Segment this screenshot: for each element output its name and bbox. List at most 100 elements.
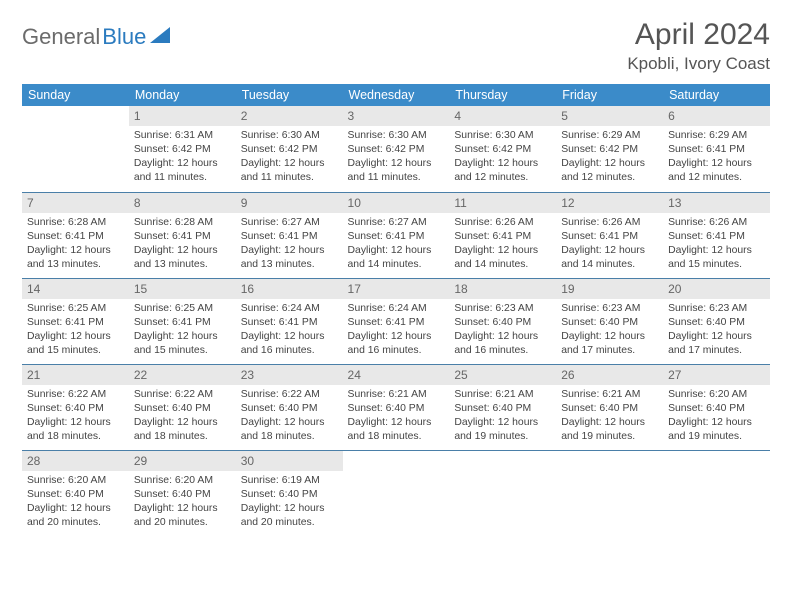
calendar-cell: 18Sunrise: 6:23 AMSunset: 6:40 PMDayligh… bbox=[449, 278, 556, 364]
day-number: 5 bbox=[556, 106, 663, 126]
calendar-cell: 13Sunrise: 6:26 AMSunset: 6:41 PMDayligh… bbox=[663, 192, 770, 278]
calendar-row: 14Sunrise: 6:25 AMSunset: 6:41 PMDayligh… bbox=[22, 278, 770, 364]
sunset-line: Sunset: 6:41 PM bbox=[348, 316, 445, 330]
sunrise-line: Sunrise: 6:28 AM bbox=[27, 216, 124, 230]
day-body: Sunrise: 6:27 AMSunset: 6:41 PMDaylight:… bbox=[236, 213, 343, 276]
sunset-line: Sunset: 6:40 PM bbox=[134, 402, 231, 416]
calendar-row: 28Sunrise: 6:20 AMSunset: 6:40 PMDayligh… bbox=[22, 450, 770, 536]
sunrise-line: Sunrise: 6:19 AM bbox=[241, 474, 338, 488]
daylight-line-1: Daylight: 12 hours bbox=[668, 244, 765, 258]
day-body: Sunrise: 6:31 AMSunset: 6:42 PMDaylight:… bbox=[129, 126, 236, 189]
sunset-line: Sunset: 6:40 PM bbox=[668, 402, 765, 416]
day-number: 22 bbox=[129, 365, 236, 385]
daylight-line-2: and 14 minutes. bbox=[454, 258, 551, 272]
day-body: Sunrise: 6:21 AMSunset: 6:40 PMDaylight:… bbox=[449, 385, 556, 448]
calendar-cell: 25Sunrise: 6:21 AMSunset: 6:40 PMDayligh… bbox=[449, 364, 556, 450]
daylight-line-1: Daylight: 12 hours bbox=[454, 157, 551, 171]
sunrise-line: Sunrise: 6:30 AM bbox=[241, 129, 338, 143]
day-number: 23 bbox=[236, 365, 343, 385]
daylight-line-1: Daylight: 12 hours bbox=[348, 244, 445, 258]
day-number: 14 bbox=[22, 279, 129, 299]
sunrise-line: Sunrise: 6:26 AM bbox=[668, 216, 765, 230]
day-number: 11 bbox=[449, 193, 556, 213]
logo-blue: Blue bbox=[102, 24, 146, 50]
day-body: Sunrise: 6:23 AMSunset: 6:40 PMDaylight:… bbox=[663, 299, 770, 362]
sunset-line: Sunset: 6:40 PM bbox=[348, 402, 445, 416]
day-body: Sunrise: 6:22 AMSunset: 6:40 PMDaylight:… bbox=[129, 385, 236, 448]
location-label: Kpobli, Ivory Coast bbox=[627, 54, 770, 74]
daylight-line-2: and 18 minutes. bbox=[348, 430, 445, 444]
daylight-line-1: Daylight: 12 hours bbox=[27, 416, 124, 430]
calendar-cell: 12Sunrise: 6:26 AMSunset: 6:41 PMDayligh… bbox=[556, 192, 663, 278]
calendar-cell: 16Sunrise: 6:24 AMSunset: 6:41 PMDayligh… bbox=[236, 278, 343, 364]
daylight-line-2: and 17 minutes. bbox=[561, 344, 658, 358]
daylight-line-1: Daylight: 12 hours bbox=[241, 416, 338, 430]
sunrise-line: Sunrise: 6:23 AM bbox=[454, 302, 551, 316]
calendar-cell: 1Sunrise: 6:31 AMSunset: 6:42 PMDaylight… bbox=[129, 106, 236, 192]
col-monday: Monday bbox=[129, 84, 236, 106]
calendar-cell bbox=[663, 450, 770, 536]
daylight-line-2: and 12 minutes. bbox=[561, 171, 658, 185]
sunrise-line: Sunrise: 6:26 AM bbox=[561, 216, 658, 230]
daylight-line-2: and 15 minutes. bbox=[134, 344, 231, 358]
day-body: Sunrise: 6:21 AMSunset: 6:40 PMDaylight:… bbox=[343, 385, 450, 448]
day-body: Sunrise: 6:30 AMSunset: 6:42 PMDaylight:… bbox=[449, 126, 556, 189]
sunset-line: Sunset: 6:42 PM bbox=[241, 143, 338, 157]
daylight-line-1: Daylight: 12 hours bbox=[27, 244, 124, 258]
daylight-line-1: Daylight: 12 hours bbox=[241, 502, 338, 516]
page-title: April 2024 bbox=[627, 18, 770, 52]
daylight-line-2: and 17 minutes. bbox=[668, 344, 765, 358]
daylight-line-2: and 20 minutes. bbox=[241, 516, 338, 530]
calendar-cell: 4Sunrise: 6:30 AMSunset: 6:42 PMDaylight… bbox=[449, 106, 556, 192]
daylight-line-1: Daylight: 12 hours bbox=[27, 502, 124, 516]
day-body: Sunrise: 6:26 AMSunset: 6:41 PMDaylight:… bbox=[663, 213, 770, 276]
day-body: Sunrise: 6:20 AMSunset: 6:40 PMDaylight:… bbox=[663, 385, 770, 448]
calendar-cell: 28Sunrise: 6:20 AMSunset: 6:40 PMDayligh… bbox=[22, 450, 129, 536]
col-friday: Friday bbox=[556, 84, 663, 106]
daylight-line-2: and 16 minutes. bbox=[454, 344, 551, 358]
day-body: Sunrise: 6:27 AMSunset: 6:41 PMDaylight:… bbox=[343, 213, 450, 276]
daylight-line-1: Daylight: 12 hours bbox=[134, 502, 231, 516]
calendar-cell: 9Sunrise: 6:27 AMSunset: 6:41 PMDaylight… bbox=[236, 192, 343, 278]
daylight-line-2: and 14 minutes. bbox=[561, 258, 658, 272]
logo: GeneralBlue bbox=[22, 24, 170, 50]
day-body: Sunrise: 6:22 AMSunset: 6:40 PMDaylight:… bbox=[236, 385, 343, 448]
day-number: 24 bbox=[343, 365, 450, 385]
daylight-line-1: Daylight: 12 hours bbox=[27, 330, 124, 344]
calendar-cell: 11Sunrise: 6:26 AMSunset: 6:41 PMDayligh… bbox=[449, 192, 556, 278]
sunset-line: Sunset: 6:40 PM bbox=[27, 488, 124, 502]
daylight-line-1: Daylight: 12 hours bbox=[241, 244, 338, 258]
calendar-cell: 24Sunrise: 6:21 AMSunset: 6:40 PMDayligh… bbox=[343, 364, 450, 450]
daylight-line-1: Daylight: 12 hours bbox=[348, 416, 445, 430]
daylight-line-1: Daylight: 12 hours bbox=[348, 330, 445, 344]
calendar-cell: 22Sunrise: 6:22 AMSunset: 6:40 PMDayligh… bbox=[129, 364, 236, 450]
calendar-cell bbox=[556, 450, 663, 536]
day-body: Sunrise: 6:29 AMSunset: 6:41 PMDaylight:… bbox=[663, 126, 770, 189]
day-body: Sunrise: 6:20 AMSunset: 6:40 PMDaylight:… bbox=[129, 471, 236, 534]
page-header: GeneralBlue April 2024 Kpobli, Ivory Coa… bbox=[22, 18, 770, 74]
daylight-line-1: Daylight: 12 hours bbox=[241, 157, 338, 171]
day-number: 25 bbox=[449, 365, 556, 385]
daylight-line-2: and 13 minutes. bbox=[27, 258, 124, 272]
day-number: 21 bbox=[22, 365, 129, 385]
day-body: Sunrise: 6:28 AMSunset: 6:41 PMDaylight:… bbox=[129, 213, 236, 276]
day-number: 12 bbox=[556, 193, 663, 213]
logo-general: General bbox=[22, 24, 100, 50]
day-number: 13 bbox=[663, 193, 770, 213]
sunset-line: Sunset: 6:41 PM bbox=[134, 316, 231, 330]
daylight-line-1: Daylight: 12 hours bbox=[134, 416, 231, 430]
calendar-cell: 27Sunrise: 6:20 AMSunset: 6:40 PMDayligh… bbox=[663, 364, 770, 450]
day-body: Sunrise: 6:30 AMSunset: 6:42 PMDaylight:… bbox=[343, 126, 450, 189]
calendar-cell: 14Sunrise: 6:25 AMSunset: 6:41 PMDayligh… bbox=[22, 278, 129, 364]
daylight-line-2: and 11 minutes. bbox=[134, 171, 231, 185]
day-number: 3 bbox=[343, 106, 450, 126]
sunrise-line: Sunrise: 6:31 AM bbox=[134, 129, 231, 143]
daylight-line-2: and 20 minutes. bbox=[134, 516, 231, 530]
day-number: 16 bbox=[236, 279, 343, 299]
sunrise-line: Sunrise: 6:29 AM bbox=[561, 129, 658, 143]
sunset-line: Sunset: 6:41 PM bbox=[27, 230, 124, 244]
calendar-cell: 21Sunrise: 6:22 AMSunset: 6:40 PMDayligh… bbox=[22, 364, 129, 450]
calendar-row: 1Sunrise: 6:31 AMSunset: 6:42 PMDaylight… bbox=[22, 106, 770, 192]
calendar-cell: 8Sunrise: 6:28 AMSunset: 6:41 PMDaylight… bbox=[129, 192, 236, 278]
daylight-line-1: Daylight: 12 hours bbox=[668, 330, 765, 344]
